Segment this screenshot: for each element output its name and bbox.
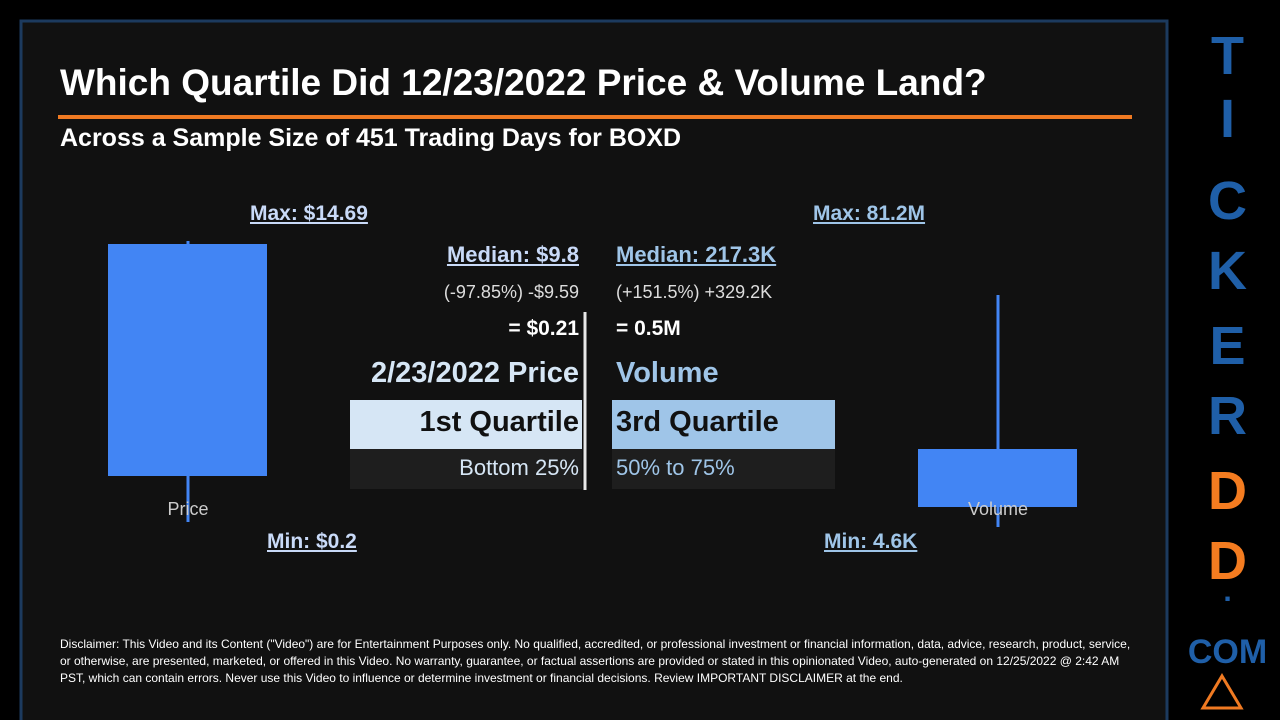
price-quartile: 1st Quartile [419, 406, 579, 438]
brand-letter: D [1208, 531, 1247, 591]
brand-letter: D [1208, 461, 1247, 521]
title: Which Quartile Did 12/23/2022 Price & Vo… [60, 62, 987, 103]
brand-letter: T [1211, 26, 1244, 86]
brand-letter: R [1208, 386, 1247, 446]
volume-max: Max: 81.2M [813, 202, 926, 225]
volume-box-label: Volume [967, 499, 1029, 519]
price-box-label: Price [167, 499, 209, 519]
price-quartile-bg [350, 400, 582, 449]
price-min: Min: $0.2 [267, 530, 357, 553]
volume-median: Median: 217.3K [616, 242, 777, 267]
price-range: Bottom 25% [459, 455, 579, 480]
brand-dot: . [1223, 575, 1232, 608]
volume-quartile: 3rd Quartile [616, 406, 779, 438]
brand-letter: I [1219, 89, 1235, 149]
brand-letter: E [1209, 316, 1246, 376]
volume-result: = 0.5M [616, 317, 681, 340]
volume-range-bg [612, 449, 835, 489]
brand-letter: C [1208, 171, 1247, 231]
volume-box [918, 449, 1077, 507]
logo [1200, 673, 1244, 710]
volume-change: (+151.5%) +329.2K [616, 282, 773, 302]
volume-min: Min: 4.6K [824, 530, 918, 553]
volume-range: 50% to 75% [616, 455, 735, 480]
price-max: Max: $14.69 [250, 202, 368, 225]
volume-quartile-bg [612, 400, 835, 449]
price-median: Median: $9.8 [446, 242, 579, 267]
price-result: = $0.21 [508, 317, 579, 340]
price-change: (-97.85%) -$9.59 [443, 282, 579, 302]
brand-com: COM [1187, 633, 1268, 671]
price-range-bg [350, 449, 582, 489]
brand-letter: K [1208, 241, 1247, 301]
disclaimer: Disclaimer: This Video and its Content (… [60, 637, 1131, 685]
subtitle: Across a Sample Size of 451 Trading Days… [60, 124, 682, 152]
price-box [108, 244, 267, 476]
volume-label: Volume [616, 357, 719, 389]
price-label: 2/23/2022 Price [370, 357, 579, 389]
